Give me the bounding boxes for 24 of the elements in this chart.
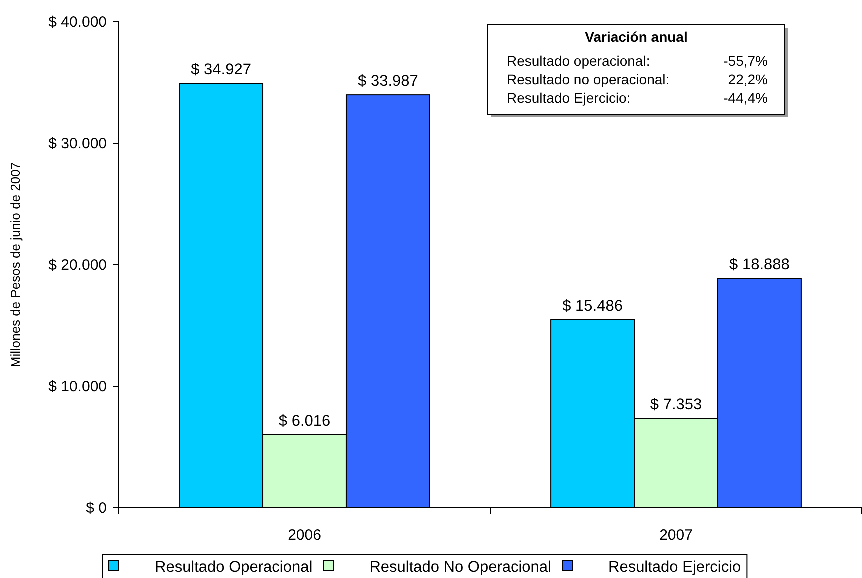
annotation: Variación anual	[585, 29, 688, 45]
annotation: Resultado operacional:	[507, 53, 650, 69]
y-tick-label: $ 0	[86, 500, 107, 517]
data-label: $ 18.888	[730, 256, 790, 274]
x-tick-label: 2006	[288, 527, 322, 544]
data-label: $ 6.016	[278, 412, 331, 430]
data-label: $ 34.927	[191, 62, 252, 79]
y-tick-label: $ 10.000	[48, 378, 107, 396]
y-axis-title: Millones de Pesos de junio de 2007	[8, 162, 23, 368]
annotation: -44,4%	[724, 90, 768, 106]
x-tick-label: 2007	[660, 527, 693, 544]
data-label: $ 15.486	[562, 298, 623, 315]
y-tick-label: $ 20.000	[48, 257, 107, 274]
y-tick-label: $ 30.000	[48, 136, 107, 152]
annotation: Resultado no operacional:	[507, 72, 670, 88]
data-label: $ 33.987	[358, 73, 418, 90]
legend-label: Resultado Operacional	[155, 559, 313, 576]
data-label: $ 7.353	[650, 396, 702, 414]
y-tick-label: $ 40.000	[48, 14, 107, 31]
legend-label: Resultado No Operacional	[370, 559, 552, 576]
annotation: 22,2%	[728, 72, 768, 88]
legend-label: Resultado Ejercicio	[608, 559, 742, 576]
annotation: Resultado Ejercicio:	[507, 90, 631, 106]
annotation: -55,7%	[724, 53, 768, 69]
